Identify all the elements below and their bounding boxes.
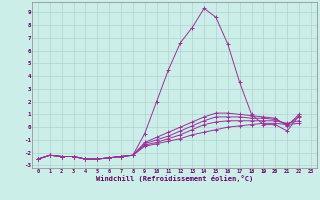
X-axis label: Windchill (Refroidissement éolien,°C): Windchill (Refroidissement éolien,°C) <box>96 175 253 182</box>
